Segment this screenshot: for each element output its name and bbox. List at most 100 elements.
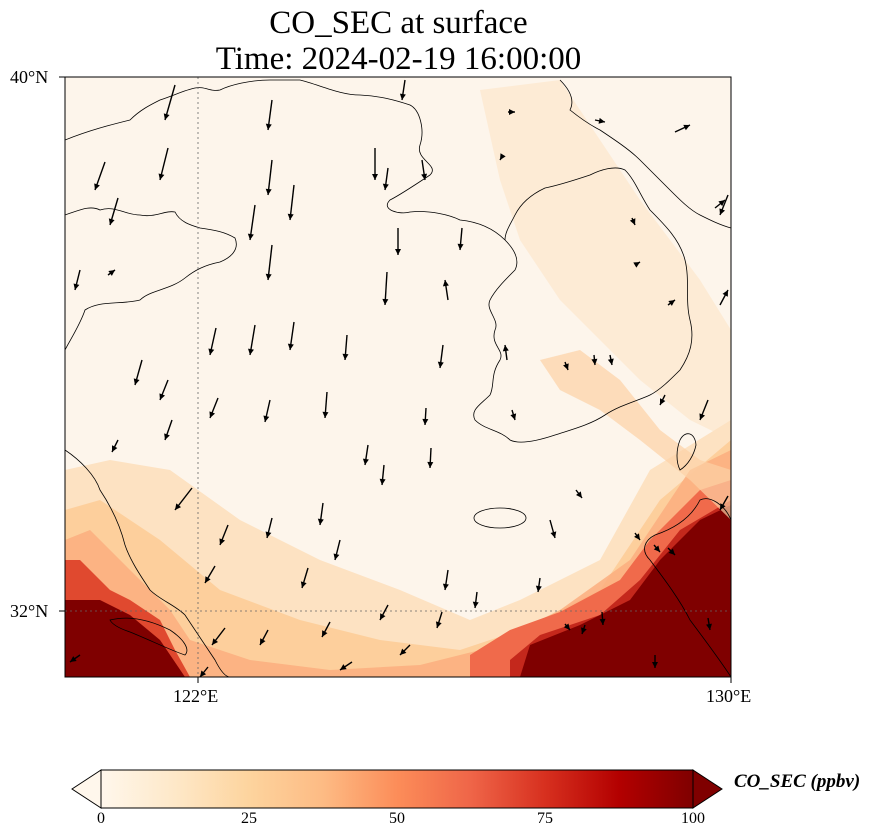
wind-vector-arrow (581, 624, 587, 635)
light-plume (480, 80, 731, 440)
wind-vector-arrow (674, 124, 691, 133)
tsushima-island (676, 433, 697, 471)
yangtze-estuary (109, 617, 188, 656)
colorbar-label: CO_SEC (ppbv) (734, 771, 861, 792)
axis-ticks (59, 76, 732, 683)
coast-korea (473, 167, 693, 443)
wind-vector-arrow (108, 197, 119, 226)
wind-vector-arrow (510, 409, 517, 421)
wind-vector-arrow (652, 655, 658, 668)
wind-vector-arrow (719, 194, 729, 216)
wind-vector-arrow (719, 289, 729, 306)
coast-liaodong (299, 79, 506, 241)
wind-vector-arrow (342, 334, 349, 361)
colorbar-tick-50: 50 (389, 810, 405, 827)
wind-vector-arrow (158, 147, 169, 181)
wind-vector-arrow (549, 519, 557, 539)
wind-vector-arrow (287, 321, 295, 351)
map-figure (59, 76, 732, 683)
wind-vector-arrow (563, 623, 571, 631)
wind-vector-arrow (435, 611, 443, 629)
wind-vector-arrow (362, 444, 369, 466)
wind-vector-arrow (395, 228, 401, 255)
wind-vector-arrow (633, 261, 641, 268)
colorbar-tick-0: 0 (97, 810, 105, 827)
wind-vector-arrow (442, 569, 449, 591)
wind-vector-arrow (204, 565, 216, 584)
wind-vector-arrow (427, 447, 434, 469)
wind-vector-arrow (379, 464, 386, 486)
wind-vector-arrow (421, 159, 428, 181)
lon-label-122e: 122°E (173, 686, 219, 706)
wind-vector-arrow (247, 204, 256, 241)
wind-vector-arrow (265, 517, 273, 539)
wind-vectors (69, 79, 729, 678)
colorbar-extend-min (71, 769, 102, 809)
wind-vector-arrow (382, 271, 389, 306)
wind-vector-arrow (69, 654, 81, 663)
wind-vector-arrow (372, 148, 378, 180)
coast-bohai-north (65, 79, 300, 141)
wind-vector-arrow (321, 621, 331, 638)
wind-vector-arrow (164, 419, 173, 441)
coast-shandong (65, 207, 237, 351)
wind-vector-arrow (502, 344, 509, 361)
lon-label-130e: 130°E (706, 686, 752, 706)
wind-vector-arrow (699, 399, 709, 421)
map-frame (64, 76, 732, 678)
coast-jiangsu (65, 449, 231, 677)
wind-vector-arrow (322, 391, 329, 419)
wind-vector-arrow (287, 184, 295, 221)
coast-ne (559, 79, 731, 229)
wind-vector-arrow (199, 666, 209, 678)
colorbar-tick-25: 25 (241, 810, 257, 827)
wind-vector-arrow (457, 227, 464, 251)
wind-vector-arrow (208, 327, 217, 356)
lat-label-40n: 40°N (10, 67, 49, 87)
wind-vector-arrow (248, 324, 256, 356)
wind-vector-arrow (73, 269, 81, 291)
wind-vector-arrow (607, 354, 614, 366)
wind-vector-arrow (133, 359, 143, 386)
wind-vector-arrow (163, 84, 176, 121)
lat-label-32n: 32°N (10, 601, 49, 621)
colorbar-gradient (101, 770, 693, 808)
map-title: CO_SEC at surface (269, 5, 528, 41)
wind-vector-arrow (317, 502, 324, 526)
wind-vector-arrow (339, 661, 353, 671)
wind-vector-arrow (111, 439, 119, 453)
wind-vector-arrow (399, 644, 411, 656)
co-concentration-field (65, 77, 731, 677)
colorbar-tick-100: 100 (681, 810, 705, 827)
wind-vector-arrow (437, 344, 444, 369)
wind-vector-arrow (563, 361, 569, 371)
wind-vector-arrow (300, 567, 309, 589)
wind-vector-arrow (442, 279, 449, 301)
gridlines (65, 77, 731, 677)
wind-vector-arrow (667, 547, 676, 556)
wind-vector-arrow (594, 117, 606, 124)
wind-vector-arrow (382, 167, 389, 191)
wind-vector-arrow (174, 487, 193, 511)
wind-vector-arrow (94, 161, 106, 191)
wind-vector-arrow (472, 591, 479, 609)
wind-vector-arrow (499, 153, 506, 161)
southern-hotspot-east (520, 505, 731, 677)
wind-vector-arrow (159, 379, 169, 401)
wind-vector-arrow (422, 407, 429, 426)
colorbar-outline (100, 769, 694, 809)
wind-vector-arrow (333, 539, 341, 561)
wind-vector-arrow (575, 489, 583, 499)
colorbar (71, 769, 723, 809)
wind-vector-arrow (265, 244, 273, 281)
wind-vector-arrow (508, 109, 515, 115)
wind-vector-arrow (629, 217, 636, 226)
korea-south-plume (540, 350, 731, 520)
wind-vector-arrow (379, 604, 389, 621)
wind-vector-arrow (265, 159, 273, 196)
wind-vector-arrow (667, 299, 676, 306)
wind-vector-arrow (107, 269, 116, 276)
jeju-island (473, 507, 527, 529)
wind-vector-arrow (259, 629, 269, 646)
wind-vector-arrow (219, 524, 229, 546)
